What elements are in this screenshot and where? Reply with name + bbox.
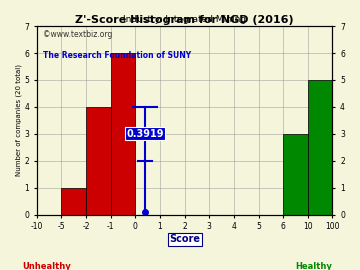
Text: 0.3919: 0.3919 (126, 129, 164, 139)
Text: Industry: Integrated Mining: Industry: Integrated Mining (123, 15, 246, 24)
Bar (86, 107, 111, 215)
Text: Unhealthy: Unhealthy (22, 262, 71, 270)
Bar (283, 134, 308, 215)
Text: The Research Foundation of SUNY: The Research Foundation of SUNY (43, 50, 191, 60)
Text: Healthy: Healthy (295, 262, 332, 270)
Y-axis label: Number of companies (20 total): Number of companies (20 total) (15, 65, 22, 176)
Text: ©www.textbiz.org: ©www.textbiz.org (43, 30, 112, 39)
Bar (111, 53, 135, 215)
Bar (62, 188, 86, 215)
Title: Z'-Score Histogram for NGD (2016): Z'-Score Histogram for NGD (2016) (75, 15, 294, 25)
X-axis label: Score: Score (169, 234, 200, 244)
Bar (308, 80, 333, 215)
